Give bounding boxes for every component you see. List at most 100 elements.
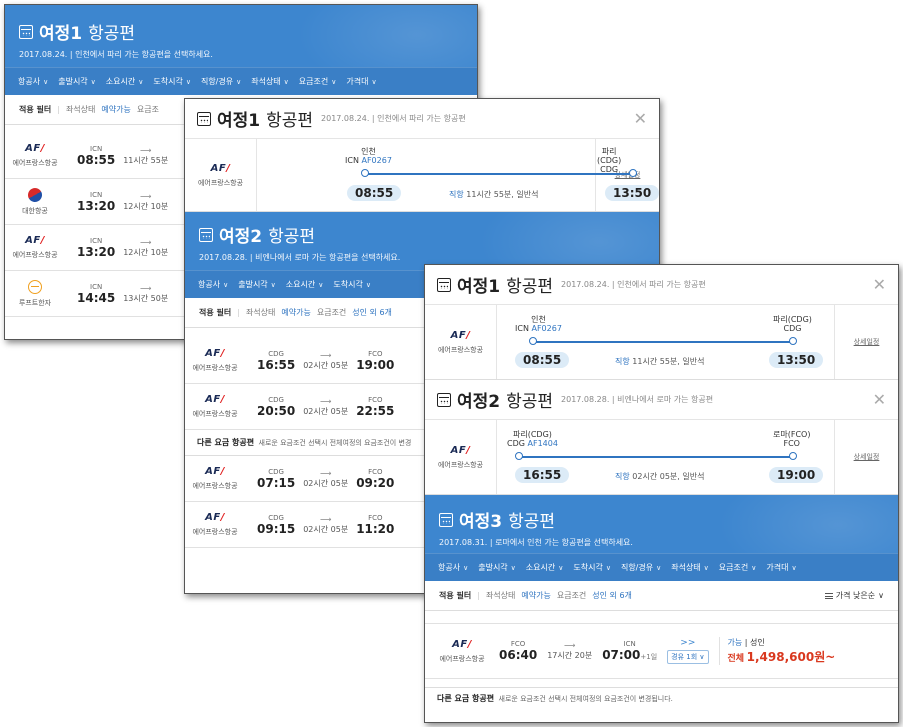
next-day-badge: +1일 <box>640 653 658 661</box>
filter-direct[interactable]: 직항/경유 <box>616 554 666 581</box>
filter-bar: 항공사 출발시각 소요시간 도착시각 직항/경유 좌석상태 요금조건 가격대 <box>425 553 898 581</box>
calendar-icon <box>439 512 453 527</box>
dep-airport: ICN <box>90 144 103 153</box>
airline-logo: 대한항공 <box>5 184 65 216</box>
other-fare-label: 다른 요금 항공편 <box>437 694 495 703</box>
origin-dot <box>529 337 537 345</box>
logo-slash: / <box>220 512 225 523</box>
filter-bar: 항공사 출발시각 소요시간 도착시각 직항/경유 좌석상태 요금조건 가격대 <box>5 67 477 95</box>
air-france-logo-icon: AF/ <box>211 163 231 174</box>
airline-name: 에어프랑스항공 <box>197 178 244 187</box>
close-icon[interactable]: ✕ <box>872 390 886 409</box>
trip2-title: 여정2 항공편 <box>199 222 645 247</box>
detail-link[interactable]: 상세일정 <box>834 305 898 379</box>
filter-arrival[interactable]: 도착시각 <box>328 271 376 298</box>
filter-fare[interactable]: 요금조건 <box>714 554 762 581</box>
airline-logo: AF/에어프랑스항공 <box>5 235 65 260</box>
logo-letters: AF <box>452 638 468 650</box>
flight-info: 직항 11시간 55분, 일반석 <box>615 356 704 367</box>
flight-row[interactable]: AF/에어프랑스항공 CDG 20:50 ⟶ 02시간 05분 FCO 22:55 <box>185 384 659 430</box>
air-france-logo-icon: AF/ <box>205 348 225 359</box>
filter-fare[interactable]: 요금조건 <box>294 68 342 95</box>
seat-status-label: 좌석상태 <box>245 308 276 317</box>
filter-seat[interactable]: 좌석상태 <box>246 68 294 95</box>
sort-dropdown[interactable]: 가격 낮은순 ∨ <box>824 590 884 601</box>
arr-airport: FCO <box>368 349 383 358</box>
filter-airline[interactable]: 항공사 <box>433 554 473 581</box>
filter-price[interactable]: 가격대 <box>761 554 801 581</box>
origin-city: 파리(CDG) <box>513 430 552 439</box>
fare-cond-value[interactable]: 성인 외 6개 <box>592 591 632 600</box>
dest-code: CDG <box>600 165 619 175</box>
filter-duration[interactable]: 소요시간 <box>281 271 329 298</box>
detail-link[interactable]: 상세일정 <box>834 420 898 494</box>
dep-time: 07:15 <box>257 475 296 490</box>
fare-cond-value[interactable]: 성인 외 6개 <box>352 308 392 317</box>
origin-dot <box>515 452 523 460</box>
air-france-logo-icon: AF/ <box>205 394 225 405</box>
airline-logo: AF/ 에어프랑스항공 <box>425 639 499 664</box>
arrow-right-icon: ⟶ <box>139 283 152 293</box>
via-label: 경유 1회 <box>671 653 698 661</box>
filter-duration[interactable]: 소요시간 <box>101 68 149 95</box>
via-select[interactable]: 경유 1회 ∨ <box>667 650 709 664</box>
korean-air-logo-icon <box>25 184 45 205</box>
seat-status-value[interactable]: 예약가능 <box>101 105 131 114</box>
flight-row[interactable]: AF/에어프랑스항공 CDG 09:15 ⟶ 02시간 05분 FCO 11:20 <box>185 502 659 548</box>
window-trip3-search: 여정1 항공편 2017.08.24. | 인천에서 파리 가는 항공편 ✕ A… <box>424 264 899 723</box>
close-icon[interactable]: ✕ <box>633 109 647 128</box>
seat-status-value[interactable]: 예약가능 <box>281 308 311 317</box>
dep-airport: ICN <box>90 236 103 245</box>
filter-arrival[interactable]: 도착시각 <box>568 554 616 581</box>
filter-duration[interactable]: 소요시간 <box>521 554 569 581</box>
duration-class: 02시간 05분, 일반석 <box>632 472 705 481</box>
itinerary: AF/ 에어프랑스항공 인천 ICN AF0267 파리(CDG) CDG 08… <box>185 139 659 211</box>
air-france-logo-icon: AF/ <box>451 445 471 456</box>
origin: 인천 ICN AF0267 <box>345 147 392 165</box>
applied-label: 적용 필터 <box>199 308 232 317</box>
other-fare-text: 새로운 요금조건 선택시 전체여정의 요금조건이 변경됩니다. <box>498 694 673 703</box>
filter-arrival[interactable]: 도착시각 <box>148 68 196 95</box>
arr-airport: FCO <box>368 467 383 476</box>
dest-code: CDG <box>783 324 802 334</box>
filter-direct[interactable]: 직항/경유 <box>196 68 246 95</box>
applied-label: 적용 필터 <box>439 591 472 600</box>
air-france-logo-icon: AF/ <box>25 143 45 154</box>
trip3-header: 여정3 항공편 2017.08.31. | 로마에서 인천 가는 항공편을 선택… <box>425 495 898 553</box>
detail-link[interactable]: 상세일정 <box>595 139 659 211</box>
airline-name: 에어프랑스항공 <box>192 410 238 418</box>
flight-row[interactable]: AF/에어프랑스항공 CDG 16:55 ⟶ 02시간 05분 FCO 19:00 <box>185 338 659 384</box>
trip-number: 여정2 <box>457 392 501 412</box>
airline-name: 에어프랑스항공 <box>12 251 58 259</box>
destination: 로마(FCO) FCO <box>773 430 810 448</box>
close-icon[interactable]: ✕ <box>872 275 886 294</box>
arrow-right-icon: ⟶ <box>563 641 576 650</box>
filter-airline[interactable]: 항공사 <box>13 68 53 95</box>
duration: 02시간 05분 <box>303 406 349 416</box>
filter-seat[interactable]: 좌석상태 <box>666 554 714 581</box>
air-france-logo-icon: AF/ <box>452 639 472 650</box>
airline-name: 대한항공 <box>22 206 48 215</box>
dep-airport: CDG <box>268 513 284 522</box>
trip-number: 여정2 <box>219 227 263 247</box>
airline-name: 에어프랑스항공 <box>439 654 485 663</box>
flight-row[interactable]: AF/ 에어프랑스항공 FCO 06:40 ⟶ 17시간 20분 ICN 07:… <box>425 623 898 679</box>
flight-row[interactable]: AF/에어프랑스항공 CDG 07:15 ⟶ 02시간 05분 FCO 09:20 <box>185 456 659 502</box>
duration-class: 11시간 55분, 일반석 <box>466 190 539 199</box>
filter-departure[interactable]: 출발시각 <box>233 271 281 298</box>
airline-logo: AF/에어프랑스항공 <box>185 394 245 419</box>
airline-logo: AF/에어프랑스항공 <box>185 512 245 537</box>
duration: 11시간 55분 <box>123 155 169 165</box>
arr-airport: ICN <box>623 640 636 648</box>
trip-number: 여정1 <box>457 277 501 297</box>
filter-airline[interactable]: 항공사 <box>193 271 233 298</box>
filter-departure[interactable]: 출발시각 <box>53 68 101 95</box>
fare-cond-label: 요금조 <box>136 105 159 114</box>
seat-status-value[interactable]: 예약가능 <box>521 591 551 600</box>
air-france-logo-icon: AF/ <box>205 512 225 523</box>
duration: 17시간 20분 <box>547 651 593 660</box>
origin-dot <box>361 169 369 177</box>
filter-price[interactable]: 가격대 <box>341 68 381 95</box>
filter-departure[interactable]: 출발시각 <box>473 554 521 581</box>
logo-letters: AF <box>205 466 221 477</box>
